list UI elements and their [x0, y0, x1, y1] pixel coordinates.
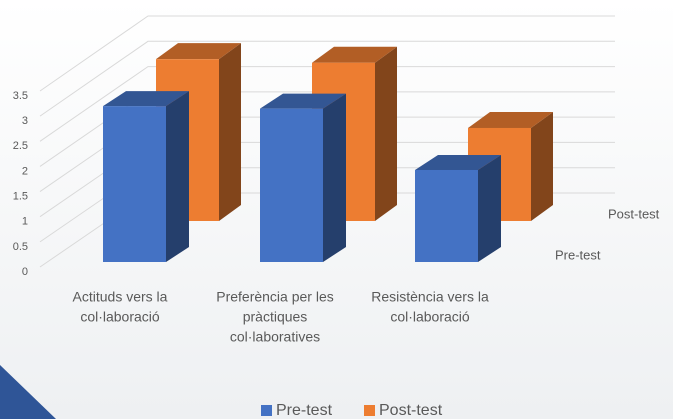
y-tick-label: 2: [22, 165, 28, 177]
y-tick-label: 1: [22, 216, 28, 228]
grid-line: [39, 40, 615, 117]
x-tick-label: Resistència vers la: [371, 289, 489, 305]
y-tick-label: 0.5: [13, 241, 28, 253]
corner-decoration: [0, 365, 56, 419]
legend-label: Pre-test: [276, 402, 333, 419]
x-tick-label: pràctiques: [243, 309, 308, 325]
bar-top: [415, 154, 501, 170]
x-tick-label: Actituds vers la: [73, 289, 168, 305]
y-tick-label: 1.5: [13, 190, 28, 202]
bar-side: [166, 91, 189, 262]
bar-front: [415, 169, 478, 262]
x-tick-label: col·laboratives: [230, 329, 320, 345]
bar-front: [103, 106, 166, 262]
bar-side: [323, 93, 346, 262]
depth-label: Pre-test: [555, 247, 601, 262]
bar-side: [478, 154, 501, 262]
bars: [103, 43, 553, 262]
x-tick-label: col·laboració: [80, 309, 160, 325]
bar: [260, 93, 346, 262]
bar: [415, 154, 501, 262]
labels: 0 0.5 1 1.5 2 2.5 3 3.5 Actituds vers la col·labo…: [13, 90, 660, 419]
bar-top: [103, 91, 189, 107]
legend-swatch: [364, 405, 375, 416]
y-tick-label: 3.5: [13, 90, 28, 102]
bar-top: [156, 43, 241, 60]
legend-swatch: [261, 405, 272, 416]
x-tick-label: col·laboració: [390, 309, 470, 325]
bar-top: [312, 46, 397, 63]
bar-side: [531, 111, 553, 221]
y-tick-label: 0: [22, 266, 28, 278]
legend-label: Post-test: [379, 402, 443, 419]
depth-label: Post-test: [608, 206, 660, 221]
bar-side: [219, 43, 241, 221]
y-tick-label: 2.5: [13, 140, 28, 152]
y-tick-label: 3: [22, 115, 28, 127]
bar-front: [260, 108, 323, 262]
bar-top: [468, 111, 553, 128]
bar-top: [260, 93, 346, 109]
bar: [103, 91, 189, 262]
grid-line: [39, 15, 615, 92]
grid-line: [39, 66, 615, 142]
x-tick-label: Preferència per les: [216, 289, 334, 305]
bar-side: [375, 46, 397, 222]
